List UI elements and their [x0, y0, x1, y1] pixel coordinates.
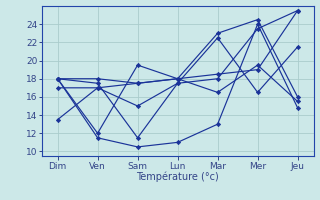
X-axis label: Température (°c): Température (°c) [136, 172, 219, 182]
